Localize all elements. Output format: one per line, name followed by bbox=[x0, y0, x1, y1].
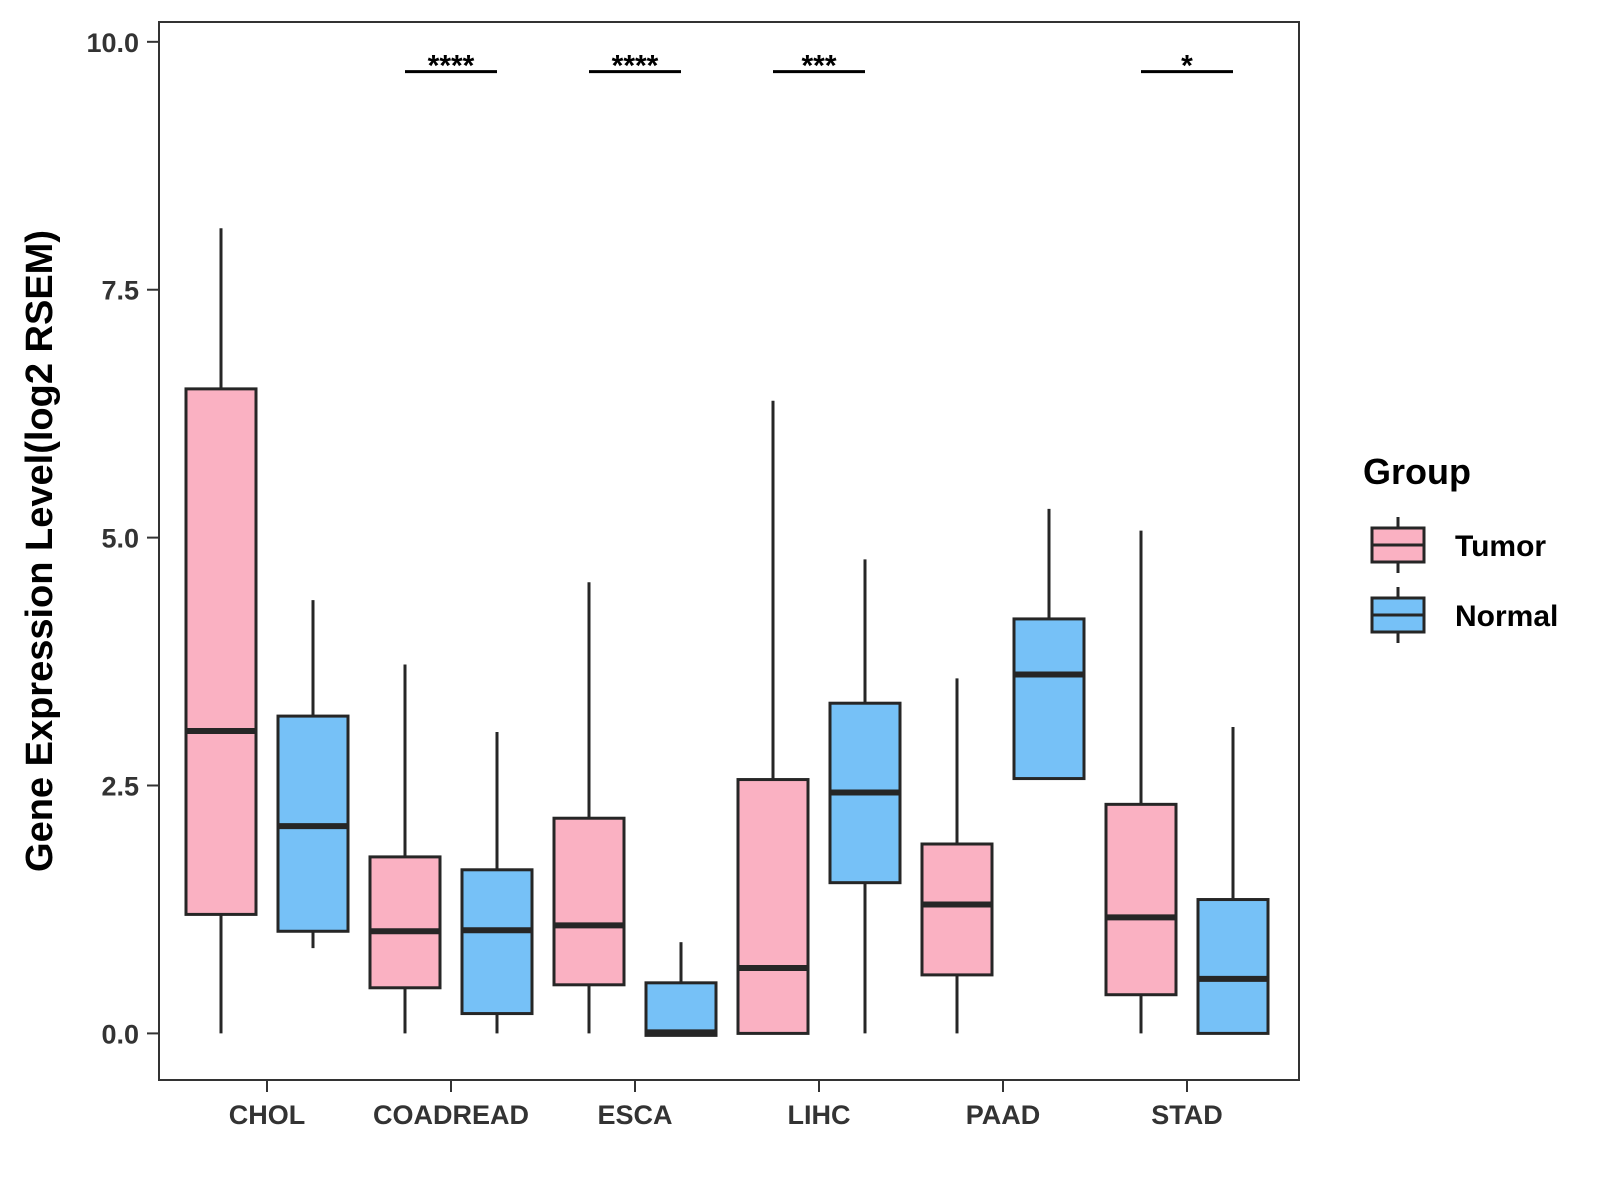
box-tumor-paad bbox=[920, 678, 994, 1034]
box-normal-lihc bbox=[828, 559, 902, 1034]
x-tick-label: LIHC bbox=[788, 1100, 851, 1130]
legend-key-normal bbox=[1370, 587, 1426, 643]
box-body bbox=[644, 981, 718, 1037]
box-body bbox=[368, 855, 442, 990]
axes: 0.0 2.5 5.0 7.5 10.0 CHOL COADREAD ESCA LIHC PAAD… bbox=[19, 21, 1300, 1130]
box-body bbox=[184, 387, 258, 916]
box-body bbox=[1196, 898, 1270, 1035]
box-body bbox=[1104, 802, 1178, 997]
box-normal-esca bbox=[644, 942, 718, 1037]
y-tick-label: 10.0 bbox=[86, 28, 139, 58]
significance-label: **** bbox=[428, 50, 475, 83]
legend-title: Group bbox=[1363, 451, 1471, 492]
x-tick-label: CHOL bbox=[229, 1100, 306, 1130]
box-body bbox=[460, 868, 534, 1016]
box-normal-chol bbox=[276, 600, 350, 949]
y-tick-label: 2.5 bbox=[101, 772, 139, 802]
box-tumor-chol bbox=[184, 228, 258, 1034]
box-tumor-esca bbox=[552, 582, 626, 1034]
x-tick-label: ESCA bbox=[597, 1100, 672, 1130]
y-tick-label: 5.0 bbox=[101, 524, 139, 554]
box-normal-stad bbox=[1196, 727, 1270, 1035]
box-body bbox=[920, 842, 994, 977]
box-body bbox=[736, 778, 810, 1035]
significance-label: * bbox=[1181, 50, 1193, 83]
x-tick-label: COADREAD bbox=[373, 1100, 529, 1130]
significance-label: **** bbox=[612, 50, 659, 83]
x-tick-label: PAAD bbox=[966, 1100, 1041, 1130]
box-body bbox=[1012, 617, 1086, 781]
legend: Group Tumor Normal bbox=[1363, 451, 1558, 643]
box-tumor-lihc bbox=[736, 400, 810, 1035]
plot-area: **** **** *** * bbox=[184, 50, 1270, 1037]
y-tick-label: 7.5 bbox=[101, 276, 139, 306]
box-normal-paad bbox=[1012, 508, 1086, 781]
significance-label: *** bbox=[801, 50, 836, 83]
legend-label-normal: Normal bbox=[1455, 600, 1558, 633]
x-tick-label: STAD bbox=[1151, 1100, 1223, 1130]
legend-key-tumor bbox=[1370, 517, 1426, 573]
y-axis-title: Gene Expression Level(log2 RSEM) bbox=[19, 230, 61, 872]
box-body bbox=[552, 816, 626, 987]
box-tumor-stad bbox=[1104, 530, 1178, 1034]
box-tumor-coadread bbox=[368, 664, 442, 1034]
legend-label-tumor: Tumor bbox=[1455, 530, 1546, 563]
y-tick-label: 0.0 bbox=[101, 1019, 139, 1049]
plot-panel-border bbox=[158, 21, 1300, 1081]
box-normal-coadread bbox=[460, 731, 534, 1034]
